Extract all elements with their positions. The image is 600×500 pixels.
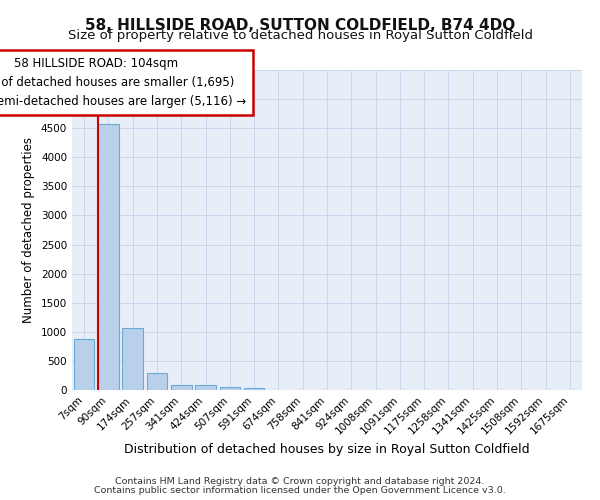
- Bar: [122, 328, 143, 390]
- Text: 58 HILLSIDE ROAD: 104sqm
← 25% of detached houses are smaller (1,695)
75% of sem: 58 HILLSIDE ROAD: 104sqm ← 25% of detach…: [0, 58, 247, 108]
- Bar: [146, 373, 167, 390]
- Y-axis label: Number of detached properties: Number of detached properties: [22, 137, 35, 323]
- Text: 58, HILLSIDE ROAD, SUTTON COLDFIELD, B74 4DQ: 58, HILLSIDE ROAD, SUTTON COLDFIELD, B74…: [85, 18, 515, 32]
- Bar: [244, 388, 265, 390]
- Bar: [195, 386, 216, 390]
- Text: Contains HM Land Registry data © Crown copyright and database right 2024.: Contains HM Land Registry data © Crown c…: [115, 477, 485, 486]
- Text: Contains public sector information licensed under the Open Government Licence v3: Contains public sector information licen…: [94, 486, 506, 495]
- Bar: [74, 339, 94, 390]
- Bar: [98, 124, 119, 390]
- X-axis label: Distribution of detached houses by size in Royal Sutton Coldfield: Distribution of detached houses by size …: [124, 444, 530, 456]
- Bar: [171, 385, 191, 390]
- Bar: [220, 387, 240, 390]
- Text: Size of property relative to detached houses in Royal Sutton Coldfield: Size of property relative to detached ho…: [67, 29, 533, 42]
